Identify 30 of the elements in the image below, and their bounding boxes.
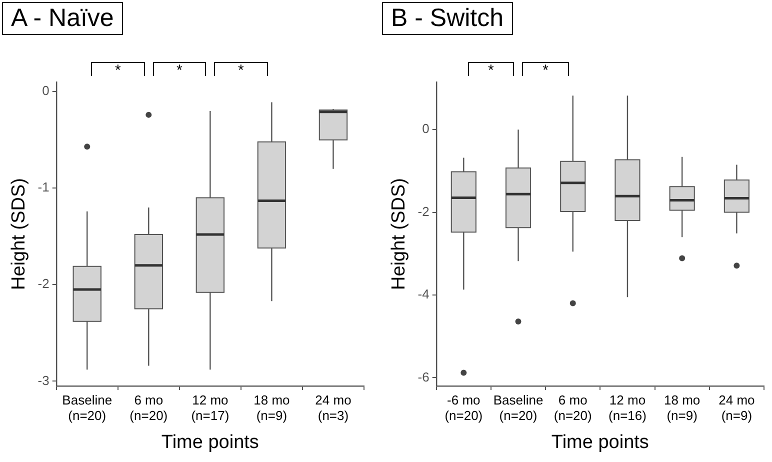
y-tick-label: -2 [38,276,50,292]
x-tick-label: Baseline (n=20) [493,392,544,423]
x-tick-label: Baseline (n=20) [62,392,112,423]
y-tick-label: -6 [418,369,430,384]
significance-bracket: * [468,62,514,76]
significance-bracket: * [214,62,268,76]
y-axis-title: Height (SDS) [388,178,410,290]
x-tick-label: 18 mo (n=9) [664,392,700,423]
y-tick-label: -1 [38,180,50,195]
x-tick-label: 24 mo (n=9) [718,392,755,423]
x-axis-title: Time points [161,432,259,453]
y-tick-label: -3 [38,372,50,388]
y-tick-label: -4 [418,286,430,302]
chart-title: A - Naïve [2,2,123,35]
x-tick-label: 12 mo (n=17) [191,392,230,423]
significance-bracket: * [91,62,145,76]
x-tick-label: -6 mo (n=20) [444,392,483,423]
chart-title: B - Switch [382,2,513,35]
y-tick-label: 0 [422,121,430,136]
significance-bracket: * [522,62,569,76]
y-axis-title: Height (SDS) [8,178,30,290]
x-tick-label: 6 mo (n=20) [130,392,168,423]
x-tick-label: 24 mo (n=3) [315,392,352,423]
x-axis-title: Time points [551,432,649,453]
y-tick-label: 0 [42,83,50,98]
significance-bracket: * [152,62,206,76]
x-tick-label: 18 mo (n=9) [254,392,290,423]
y-tick-label: -2 [418,204,430,219]
x-tick-label: 12 mo (n=16) [608,392,646,423]
x-tick-label: 6 mo (n=20) [554,392,592,423]
